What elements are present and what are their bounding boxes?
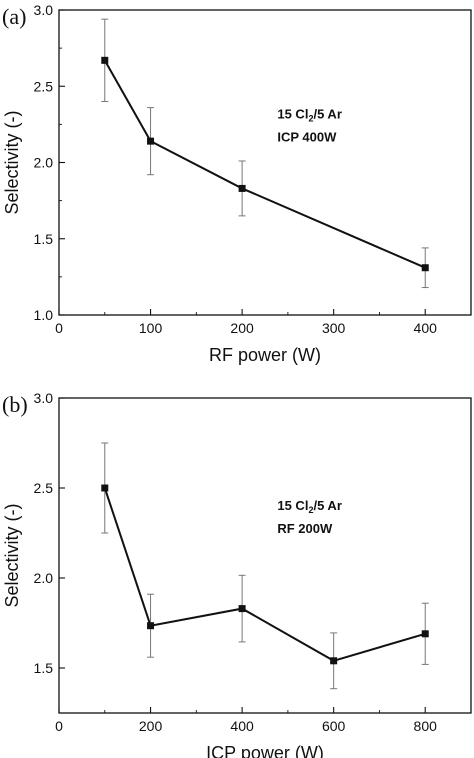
data-point xyxy=(421,630,429,638)
series-line xyxy=(103,487,426,662)
data-point xyxy=(238,605,246,613)
annotation-part: 15 Cl xyxy=(277,498,308,513)
y-tick-label: 3.0 xyxy=(34,2,54,18)
y-axis-title: Selectivity (-) xyxy=(2,110,22,214)
annotation-part: RF 200W xyxy=(277,521,333,536)
x-tick-label: 300 xyxy=(322,320,346,336)
data-point xyxy=(101,484,109,492)
y-tick-label: 2.5 xyxy=(34,480,54,496)
data-point xyxy=(101,56,109,64)
x-tick-label: 600 xyxy=(322,718,346,734)
x-tick-label: 200 xyxy=(230,320,254,336)
plot-frame xyxy=(58,9,472,316)
annotation-text: RF 200W xyxy=(277,521,333,536)
annotation-subscript: 2 xyxy=(308,113,313,123)
x-tick-label: 0 xyxy=(55,718,63,734)
annotation-part: ICP 400W xyxy=(277,129,337,144)
x-tick-label: 0 xyxy=(55,320,63,336)
y-tick-label: 2.0 xyxy=(34,155,54,171)
y-tick-label: 1.5 xyxy=(34,231,54,247)
y-tick-label: 1.5 xyxy=(34,660,54,676)
panel-a: (a) 0 100 200 300 400 1.0 1.5 2.0 2.5 3.0 RF power … xyxy=(2,2,472,365)
x-tick-label: 100 xyxy=(139,320,163,336)
panel-label: (b) xyxy=(2,392,28,417)
y-tick-label: 3.0 xyxy=(34,390,54,406)
panel-label: (a) xyxy=(2,4,26,29)
data-point xyxy=(421,264,429,272)
annotation-part: 15 Cl xyxy=(277,106,308,121)
x-tick-label: 800 xyxy=(414,718,438,734)
x-axis-title: RF power (W) xyxy=(209,345,321,365)
y-tick-label: 1.0 xyxy=(34,307,54,323)
plot-frame xyxy=(58,397,472,714)
y-tick-label: 2.0 xyxy=(34,570,54,586)
data-point xyxy=(147,137,155,145)
x-tick-label: 400 xyxy=(414,320,438,336)
x-tick-label: 200 xyxy=(139,718,163,734)
annotation-part: /5 Ar xyxy=(313,106,341,121)
data-point xyxy=(238,184,246,192)
y-tick-label: 2.5 xyxy=(34,78,54,94)
panel-b: (b) 0 200 400 600 800 1.5 2.0 2.5 3.0 ICP power (W… xyxy=(2,390,472,758)
annotation-text: 15 Cl2/5 Ar xyxy=(277,498,342,515)
series-line xyxy=(103,59,426,269)
annotation-text: 15 Cl2/5 Ar xyxy=(277,106,342,123)
annotation-subscript: 2 xyxy=(308,505,313,515)
data-point xyxy=(330,657,338,665)
annotation-text: ICP 400W xyxy=(277,129,337,144)
data-point xyxy=(147,622,155,630)
x-tick-label: 400 xyxy=(230,718,254,734)
y-axis-title: Selectivity (-) xyxy=(2,503,22,607)
annotation-part: /5 Ar xyxy=(313,498,341,513)
x-axis-title: ICP power (W) xyxy=(206,743,324,758)
